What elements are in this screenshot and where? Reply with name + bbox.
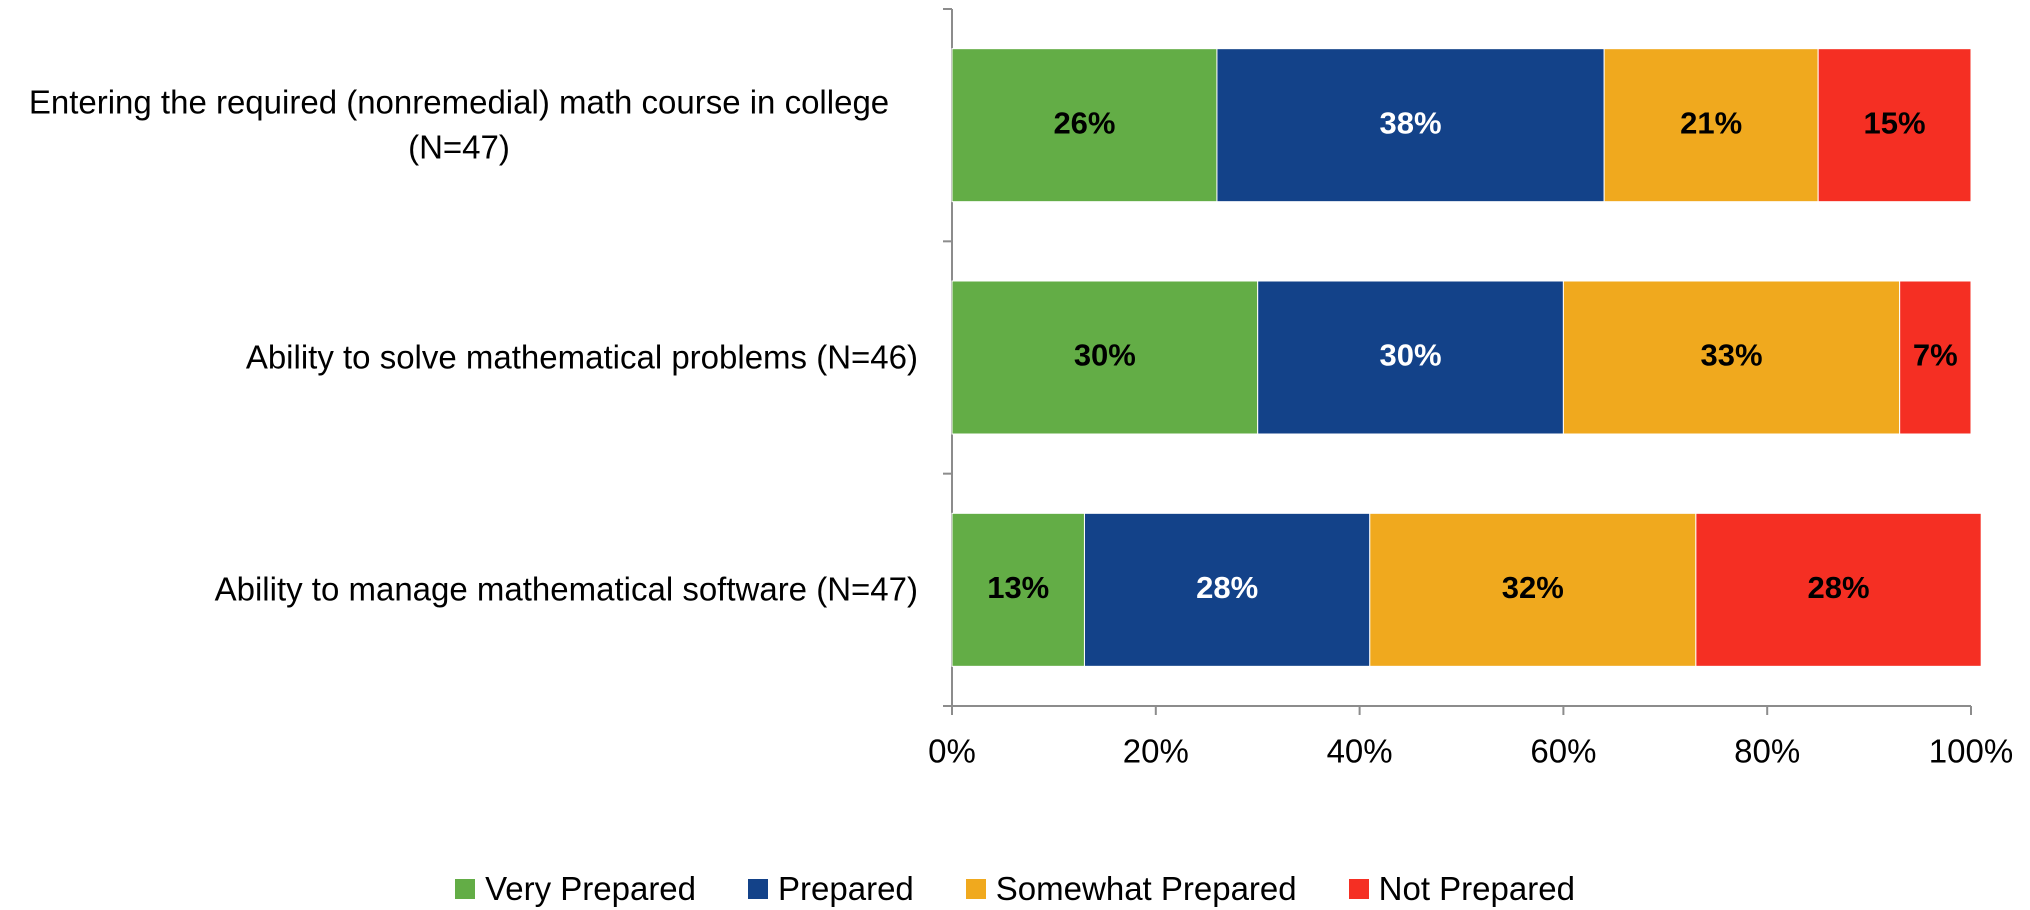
category-label: Ability to solve mathematical problems (… [245, 338, 918, 376]
bar-segment [1369, 512, 1697, 667]
value-label: 30% [1380, 338, 1442, 373]
x-tick-label: 60% [1530, 733, 1596, 770]
bar-segment [951, 48, 1218, 203]
legend-label: Prepared [778, 870, 914, 907]
bar-segment [1603, 48, 1819, 203]
value-label: 21% [1680, 105, 1742, 140]
legend-swatch [965, 879, 986, 899]
legend-swatch [748, 879, 769, 899]
value-label: 13% [987, 570, 1049, 605]
x-tick-label: 0% [928, 733, 976, 770]
x-tick-label: 20% [1123, 733, 1189, 770]
category-label: Entering the required (nonremedial) math… [28, 83, 890, 166]
legend-item: Somewhat Prepared [965, 870, 1297, 908]
legend-label: Not Prepared [1378, 870, 1575, 907]
value-label: 32% [1502, 570, 1564, 605]
legend-swatch [1348, 879, 1369, 899]
value-label: 7% [1913, 338, 1958, 373]
value-label: 28% [1196, 570, 1258, 605]
x-tick-label: 80% [1734, 733, 1800, 770]
bar-segment [1899, 280, 1972, 435]
legend-swatch [455, 879, 476, 899]
legend-item: Prepared [748, 870, 914, 908]
legend-item: Very Prepared [455, 870, 696, 908]
value-label: 33% [1701, 338, 1763, 373]
bar-segment [1695, 512, 1982, 667]
legend-label: Very Prepared [485, 870, 697, 907]
bar-segment [1083, 512, 1371, 667]
x-tick-label: 100% [1929, 733, 2013, 770]
value-label: 26% [1053, 105, 1115, 140]
value-label: 15% [1864, 105, 1926, 140]
value-label: 38% [1380, 105, 1442, 140]
bar-segment [1562, 280, 1901, 435]
legend-label: Somewhat Prepared [995, 870, 1297, 907]
legend: Very Prepared Prepared Somewhat Prepared No… [0, 870, 2030, 908]
value-label: 28% [1808, 570, 1870, 605]
legend-item: Not Prepared [1348, 870, 1575, 908]
x-tick-label: 40% [1327, 733, 1393, 770]
value-label: 30% [1074, 338, 1136, 373]
bar-segment [1216, 48, 1605, 203]
bar-segment [951, 512, 1085, 667]
bar-segment [1817, 48, 1972, 203]
category-label: Ability to manage mathematical software … [214, 570, 918, 608]
bar-segment [951, 280, 1259, 435]
